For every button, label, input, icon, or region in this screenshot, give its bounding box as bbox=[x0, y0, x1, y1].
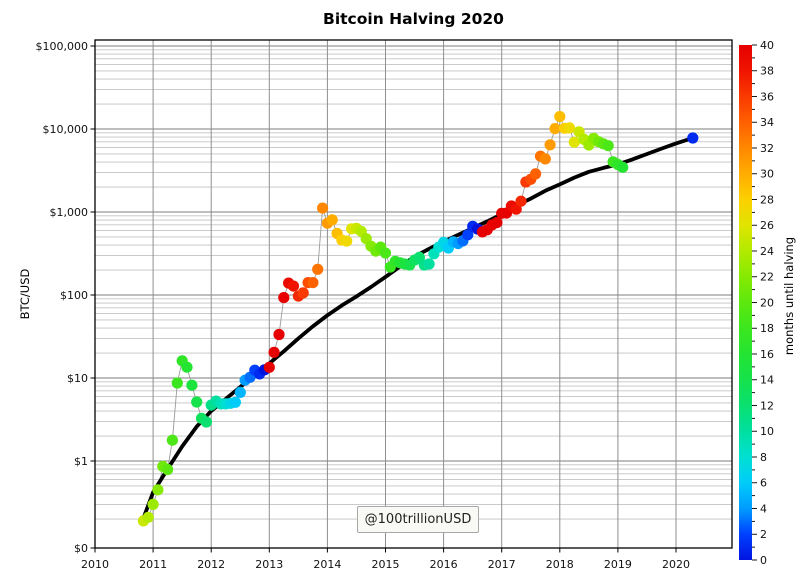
connector-path bbox=[143, 117, 692, 521]
colorbar-tick-label: 12 bbox=[760, 399, 774, 412]
colorbar-tick-label: 22 bbox=[760, 271, 774, 284]
data-point bbox=[162, 463, 174, 476]
data-point bbox=[273, 328, 285, 341]
data-point bbox=[234, 386, 246, 398]
minor-gridlines bbox=[95, 49, 732, 520]
data-point bbox=[200, 416, 212, 428]
colorbar-tick-label: 14 bbox=[760, 374, 774, 387]
data-point bbox=[142, 511, 154, 523]
data-point bbox=[268, 346, 280, 358]
data-point bbox=[186, 379, 198, 391]
x-tick-label: 2013 bbox=[255, 558, 283, 571]
x-tick-label: 2011 bbox=[139, 558, 167, 571]
colorbar-tick-label: 0 bbox=[760, 554, 767, 567]
frame-rect bbox=[94, 39, 733, 549]
year-gridlines bbox=[94, 40, 677, 548]
data-point bbox=[617, 161, 629, 173]
colorbar-tick-label: 40 bbox=[760, 39, 774, 52]
colorbar-tick-label: 36 bbox=[760, 90, 774, 103]
y-tick-label: $100,000 bbox=[36, 40, 89, 53]
colorbar-tick-label: 6 bbox=[760, 477, 767, 490]
data-point bbox=[171, 377, 183, 389]
x-tick-label: 2020 bbox=[662, 558, 690, 571]
data-point bbox=[147, 498, 159, 510]
major-gridlines bbox=[95, 45, 732, 462]
colorbar-tick-label: 28 bbox=[760, 193, 774, 206]
data-point bbox=[287, 280, 300, 292]
data-point bbox=[544, 139, 556, 151]
y-tick-label: $10 bbox=[67, 372, 88, 385]
data-point bbox=[278, 292, 290, 304]
x-tick-label: 2017 bbox=[488, 558, 516, 571]
data-point bbox=[152, 484, 164, 496]
watermark-text: @100trillionUSD bbox=[364, 512, 472, 527]
data-point bbox=[462, 229, 474, 241]
data-point bbox=[379, 247, 392, 259]
data-point bbox=[307, 277, 319, 289]
data-point bbox=[687, 132, 699, 144]
colorbar-tick-label: 16 bbox=[760, 348, 774, 361]
data-point bbox=[563, 122, 576, 134]
plot-frame bbox=[94, 39, 733, 549]
colorbar-tick-label: 24 bbox=[760, 245, 774, 258]
colorbar-tick-label: 20 bbox=[760, 296, 774, 309]
watermark-box: @100trillionUSD bbox=[357, 506, 479, 533]
colorbar-tick-label: 10 bbox=[760, 425, 774, 438]
point-connector-line bbox=[143, 117, 692, 521]
data-point bbox=[554, 111, 566, 123]
x-tick-label: 2016 bbox=[430, 558, 458, 571]
data-point bbox=[229, 396, 241, 408]
colorbar-label: months until halving bbox=[782, 236, 796, 356]
data-point bbox=[602, 140, 614, 152]
colorbar-tick-label: 34 bbox=[760, 116, 774, 129]
colorbar-tick-label: 30 bbox=[760, 168, 774, 181]
data-point bbox=[326, 214, 338, 226]
model-line-path bbox=[142, 136, 695, 518]
scatter-points bbox=[137, 111, 699, 527]
y-axis-ticks: $100,000 $10,000 $1,000 $100 $10 $1 $0 bbox=[36, 40, 95, 555]
data-point bbox=[263, 361, 275, 373]
data-point bbox=[191, 396, 203, 408]
x-tick-label: 2019 bbox=[604, 558, 632, 571]
y-tick-label: $10,000 bbox=[43, 123, 89, 136]
x-tick-label: 2018 bbox=[546, 558, 574, 571]
y-tick-label: $0 bbox=[74, 542, 88, 555]
colorbar-bar bbox=[739, 45, 752, 560]
chart-title: Bitcoin Halving 2020 bbox=[323, 10, 504, 28]
colorbar-tick-label: 8 bbox=[760, 451, 767, 464]
x-tick-label: 2012 bbox=[197, 558, 225, 571]
y-tick-label: $1 bbox=[74, 455, 88, 468]
x-tick-label: 2015 bbox=[372, 558, 400, 571]
data-point bbox=[166, 434, 178, 446]
data-point bbox=[491, 217, 503, 229]
data-point bbox=[341, 235, 353, 247]
colorbar-tick-label: 32 bbox=[760, 142, 774, 155]
x-tick-label: 2010 bbox=[81, 558, 109, 571]
data-point bbox=[549, 123, 561, 135]
x-tick-label: 2014 bbox=[313, 558, 341, 571]
y-axis-label: BTC/USD bbox=[18, 268, 32, 320]
data-point bbox=[181, 361, 193, 373]
colorbar-tick-label: 26 bbox=[760, 219, 774, 232]
data-point bbox=[568, 136, 580, 148]
colorbar-tick-label: 4 bbox=[760, 502, 767, 515]
y-tick-label: $100 bbox=[60, 289, 88, 302]
data-point bbox=[317, 202, 329, 214]
x-axis-ticks: 2010 2011 2012 2013 2014 2015 2016 2017 2018 2019… bbox=[81, 548, 690, 571]
y-tick-label: $1,000 bbox=[50, 206, 89, 219]
colorbar-tick-label: 38 bbox=[760, 65, 774, 78]
data-point bbox=[539, 153, 551, 165]
data-point bbox=[297, 287, 309, 299]
colorbar-tick-label: 2 bbox=[760, 528, 767, 541]
data-point bbox=[515, 195, 527, 207]
model-line bbox=[142, 136, 695, 518]
data-point bbox=[312, 263, 324, 275]
colorbar-tick-label: 18 bbox=[760, 322, 774, 335]
data-point bbox=[530, 168, 542, 180]
data-point bbox=[423, 258, 435, 270]
